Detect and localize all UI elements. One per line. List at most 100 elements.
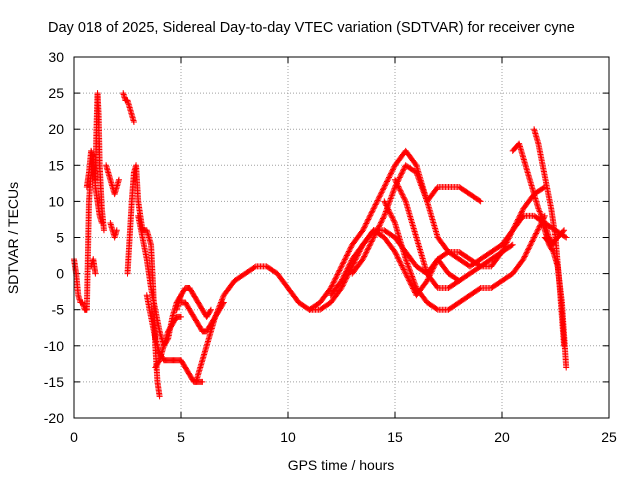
data-point [404, 260, 411, 267]
data-point [549, 247, 556, 254]
plot-frame [73, 56, 610, 419]
series-early-e [107, 220, 120, 241]
data-point [396, 174, 403, 181]
data-point [359, 227, 366, 234]
data-point [400, 266, 407, 273]
chart-title: Day 018 of 2025, Sidereal Day-to-day VTE… [48, 20, 575, 36]
data-point [527, 242, 534, 249]
data-point [400, 192, 407, 199]
data-point [385, 206, 392, 213]
x-tick-label: 0 [70, 429, 78, 445]
data-point [343, 253, 350, 260]
data-point [331, 278, 338, 285]
data-point [503, 239, 510, 246]
data-point [533, 229, 540, 236]
data-point [376, 222, 383, 229]
data-point [341, 256, 348, 263]
data-point [417, 181, 424, 188]
y-tick-label: 10 [48, 193, 64, 209]
data-point [513, 219, 520, 226]
data-point [368, 238, 375, 245]
data-point [327, 285, 334, 292]
data-point [371, 233, 378, 240]
data-point [393, 251, 400, 258]
data-point [393, 179, 400, 186]
series-early-h [135, 212, 184, 349]
data-point [337, 264, 344, 271]
data-point [517, 212, 524, 219]
data-point [384, 177, 391, 184]
data-point [514, 217, 521, 224]
data-point [511, 224, 518, 231]
data-point [342, 269, 349, 276]
data-point [379, 216, 386, 223]
data-point [507, 231, 514, 238]
data-point [400, 167, 407, 174]
data-point [378, 218, 385, 225]
data-point [389, 167, 396, 174]
data-point [392, 250, 399, 257]
data-point [333, 272, 340, 279]
data-point [400, 194, 407, 201]
data-point [408, 282, 415, 289]
data-point [407, 269, 414, 276]
data-point [367, 211, 374, 218]
data-point [405, 264, 412, 271]
data-point [332, 275, 339, 282]
data-point [477, 198, 484, 205]
y-tick-label: 30 [48, 49, 64, 65]
data-point [431, 262, 438, 269]
data-point [383, 179, 390, 186]
data-point [375, 225, 382, 232]
data-point [199, 378, 206, 385]
data-point [343, 266, 350, 273]
x-axis-label: GPS time / hours [288, 457, 395, 473]
data-point [421, 192, 428, 199]
data-point [339, 275, 346, 282]
data-point [428, 269, 435, 276]
data-point [508, 229, 515, 236]
data-point [532, 231, 539, 238]
data-point [527, 241, 534, 248]
data-point [518, 209, 525, 216]
data-point [385, 207, 392, 214]
data-point [406, 267, 413, 274]
data-point [113, 227, 120, 234]
data-point [371, 202, 378, 209]
x-tick-label: 25 [601, 429, 617, 445]
data-point [396, 258, 403, 265]
data-point [406, 278, 413, 285]
data-point [390, 188, 397, 195]
data-point [335, 268, 342, 275]
x-tick-label: 10 [280, 429, 296, 445]
y-axis-label: SDTVAR / TECUs [5, 182, 21, 294]
data-point [515, 215, 522, 222]
series-late-d [541, 227, 568, 248]
data-point [402, 197, 409, 204]
data-point [522, 252, 529, 259]
data-point [251, 264, 258, 271]
data-point [345, 262, 352, 269]
series-late-a [509, 140, 557, 248]
data-point [362, 250, 369, 257]
data-point [214, 308, 221, 315]
data-point [509, 227, 516, 234]
data-point [521, 253, 528, 260]
data-point [385, 174, 392, 181]
data-point [377, 219, 384, 226]
data-point [338, 263, 345, 270]
data-point [400, 166, 407, 173]
data-point [388, 192, 395, 199]
data-point [334, 271, 341, 278]
y-tick-label: -15 [44, 374, 64, 390]
data-point [377, 220, 384, 227]
data-point [398, 190, 405, 197]
data-point [398, 188, 405, 195]
data-point [394, 254, 401, 261]
series-arc-5 [392, 176, 516, 292]
data-point [423, 196, 430, 203]
data-point [507, 232, 514, 239]
data-point [516, 213, 523, 220]
data-point [388, 169, 395, 176]
data-point [207, 307, 214, 314]
